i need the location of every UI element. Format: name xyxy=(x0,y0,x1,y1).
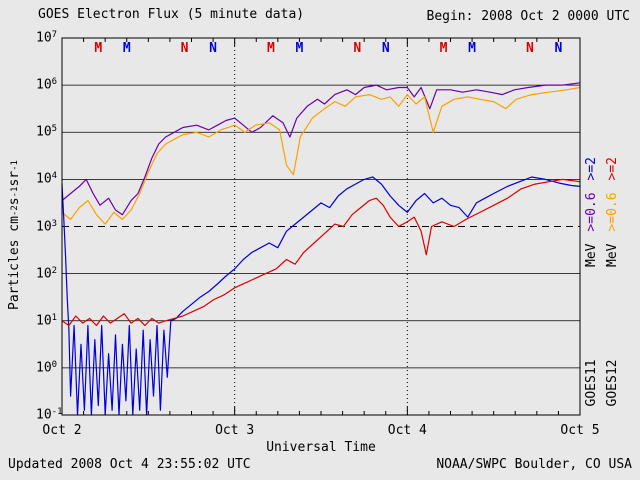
satellite-local-time-marker-5: M xyxy=(296,41,304,56)
y-axis-label-text: Particles cm xyxy=(6,216,22,310)
series-goes12_e2 xyxy=(61,178,581,327)
satellite-local-time-marker-11: N xyxy=(555,41,563,56)
satellite-local-time-marker-2: N xyxy=(181,41,189,56)
y-axis-label-sup2: -1 xyxy=(10,186,20,198)
legend-goes12-energies: MeV >=0.6 >=2 xyxy=(604,157,620,267)
legend-goes11-energies: MeV >=0.6 >=2 xyxy=(583,157,599,267)
legend-goes12-e06-label: >=0.6 xyxy=(604,192,620,232)
chart-title: GOES Electron Flux (5 minute data) xyxy=(38,7,305,22)
series-goes11_e2 xyxy=(61,176,581,416)
x-axis-label: Universal Time xyxy=(266,440,376,455)
legend-goes12-name-text: GOES12 xyxy=(604,359,620,407)
satellite-local-time-marker-0: M xyxy=(94,41,102,56)
satellite-local-time-marker-3: N xyxy=(209,41,217,56)
credit-label: NOAA/SWPC Boulder, CO USA xyxy=(436,457,632,472)
x-tick-label-oct-4: Oct 4 xyxy=(387,423,427,438)
y-tick-label-10e6: 106 xyxy=(36,77,58,93)
satellite-local-time-marker-1: M xyxy=(123,41,131,56)
x-tick-label-oct-3: Oct 3 xyxy=(215,423,255,438)
x-tick-label-oct-2: Oct 2 xyxy=(42,423,82,438)
satellite-local-time-marker-7: N xyxy=(382,41,390,56)
satellite-local-time-marker-6: N xyxy=(353,41,361,56)
legend-goes11-e2-label: >=2 xyxy=(583,157,599,181)
y-axis-label-sup3: -1 xyxy=(10,160,20,171)
y-tick-label-10e0: 100 xyxy=(36,359,58,376)
y-axis-label-text2: s xyxy=(6,197,22,206)
legend-goes11-e06-label: >=0.6 xyxy=(583,192,599,232)
satellite-local-time-marker-4: M xyxy=(267,41,275,56)
y-tick-label-10e7: 107 xyxy=(36,30,58,46)
legend-goes11-name: GOES11 xyxy=(583,353,599,413)
x-tick-label-oct-5: Oct 5 xyxy=(560,423,600,438)
y-tick-label-10e2: 102 xyxy=(36,265,58,281)
legend-goes12-e2-label: >=2 xyxy=(604,157,620,181)
updated-timestamp: Updated 2008 Oct 4 23:55:02 UTC xyxy=(8,457,251,472)
y-tick-label-10e4: 104 xyxy=(36,171,58,187)
y-tick-label-10e5: 105 xyxy=(36,124,58,140)
y-tick-label-10e3: 103 xyxy=(36,218,58,234)
legend-goes12-name: GOES12 xyxy=(604,353,620,413)
series-goes12_e06 xyxy=(61,86,581,225)
y-tick-label-10e-1: 10-1 xyxy=(36,407,63,423)
satellite-local-time-marker-9: M xyxy=(468,41,476,56)
y-axis-label-sup1: -2 xyxy=(10,205,20,217)
satellite-local-time-marker-8: M xyxy=(440,41,448,56)
y-tick-label-10e1: 101 xyxy=(36,312,58,329)
y-axis-label-text3: sr xyxy=(6,170,22,187)
begin-label: Begin: 2008 Oct 2 0000 UTC xyxy=(426,9,631,24)
satellite-local-time-marker-10: N xyxy=(526,41,534,56)
series-goes11_e06 xyxy=(61,82,581,216)
legend-goes11-mev-label: MeV xyxy=(583,243,599,267)
plot-frame xyxy=(61,37,581,416)
legend-goes11-name-text: GOES11 xyxy=(583,359,599,407)
y-axis-label: Particles cm -2 s -1 sr -1 xyxy=(6,145,22,325)
legend-goes12-mev-label: MeV xyxy=(604,243,620,267)
